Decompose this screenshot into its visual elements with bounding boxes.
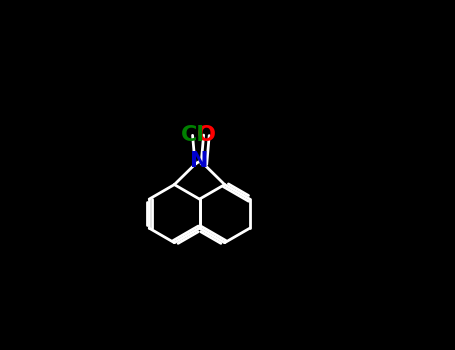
Text: Cl: Cl xyxy=(181,125,205,145)
Text: O: O xyxy=(197,125,216,145)
Text: N: N xyxy=(190,151,209,172)
